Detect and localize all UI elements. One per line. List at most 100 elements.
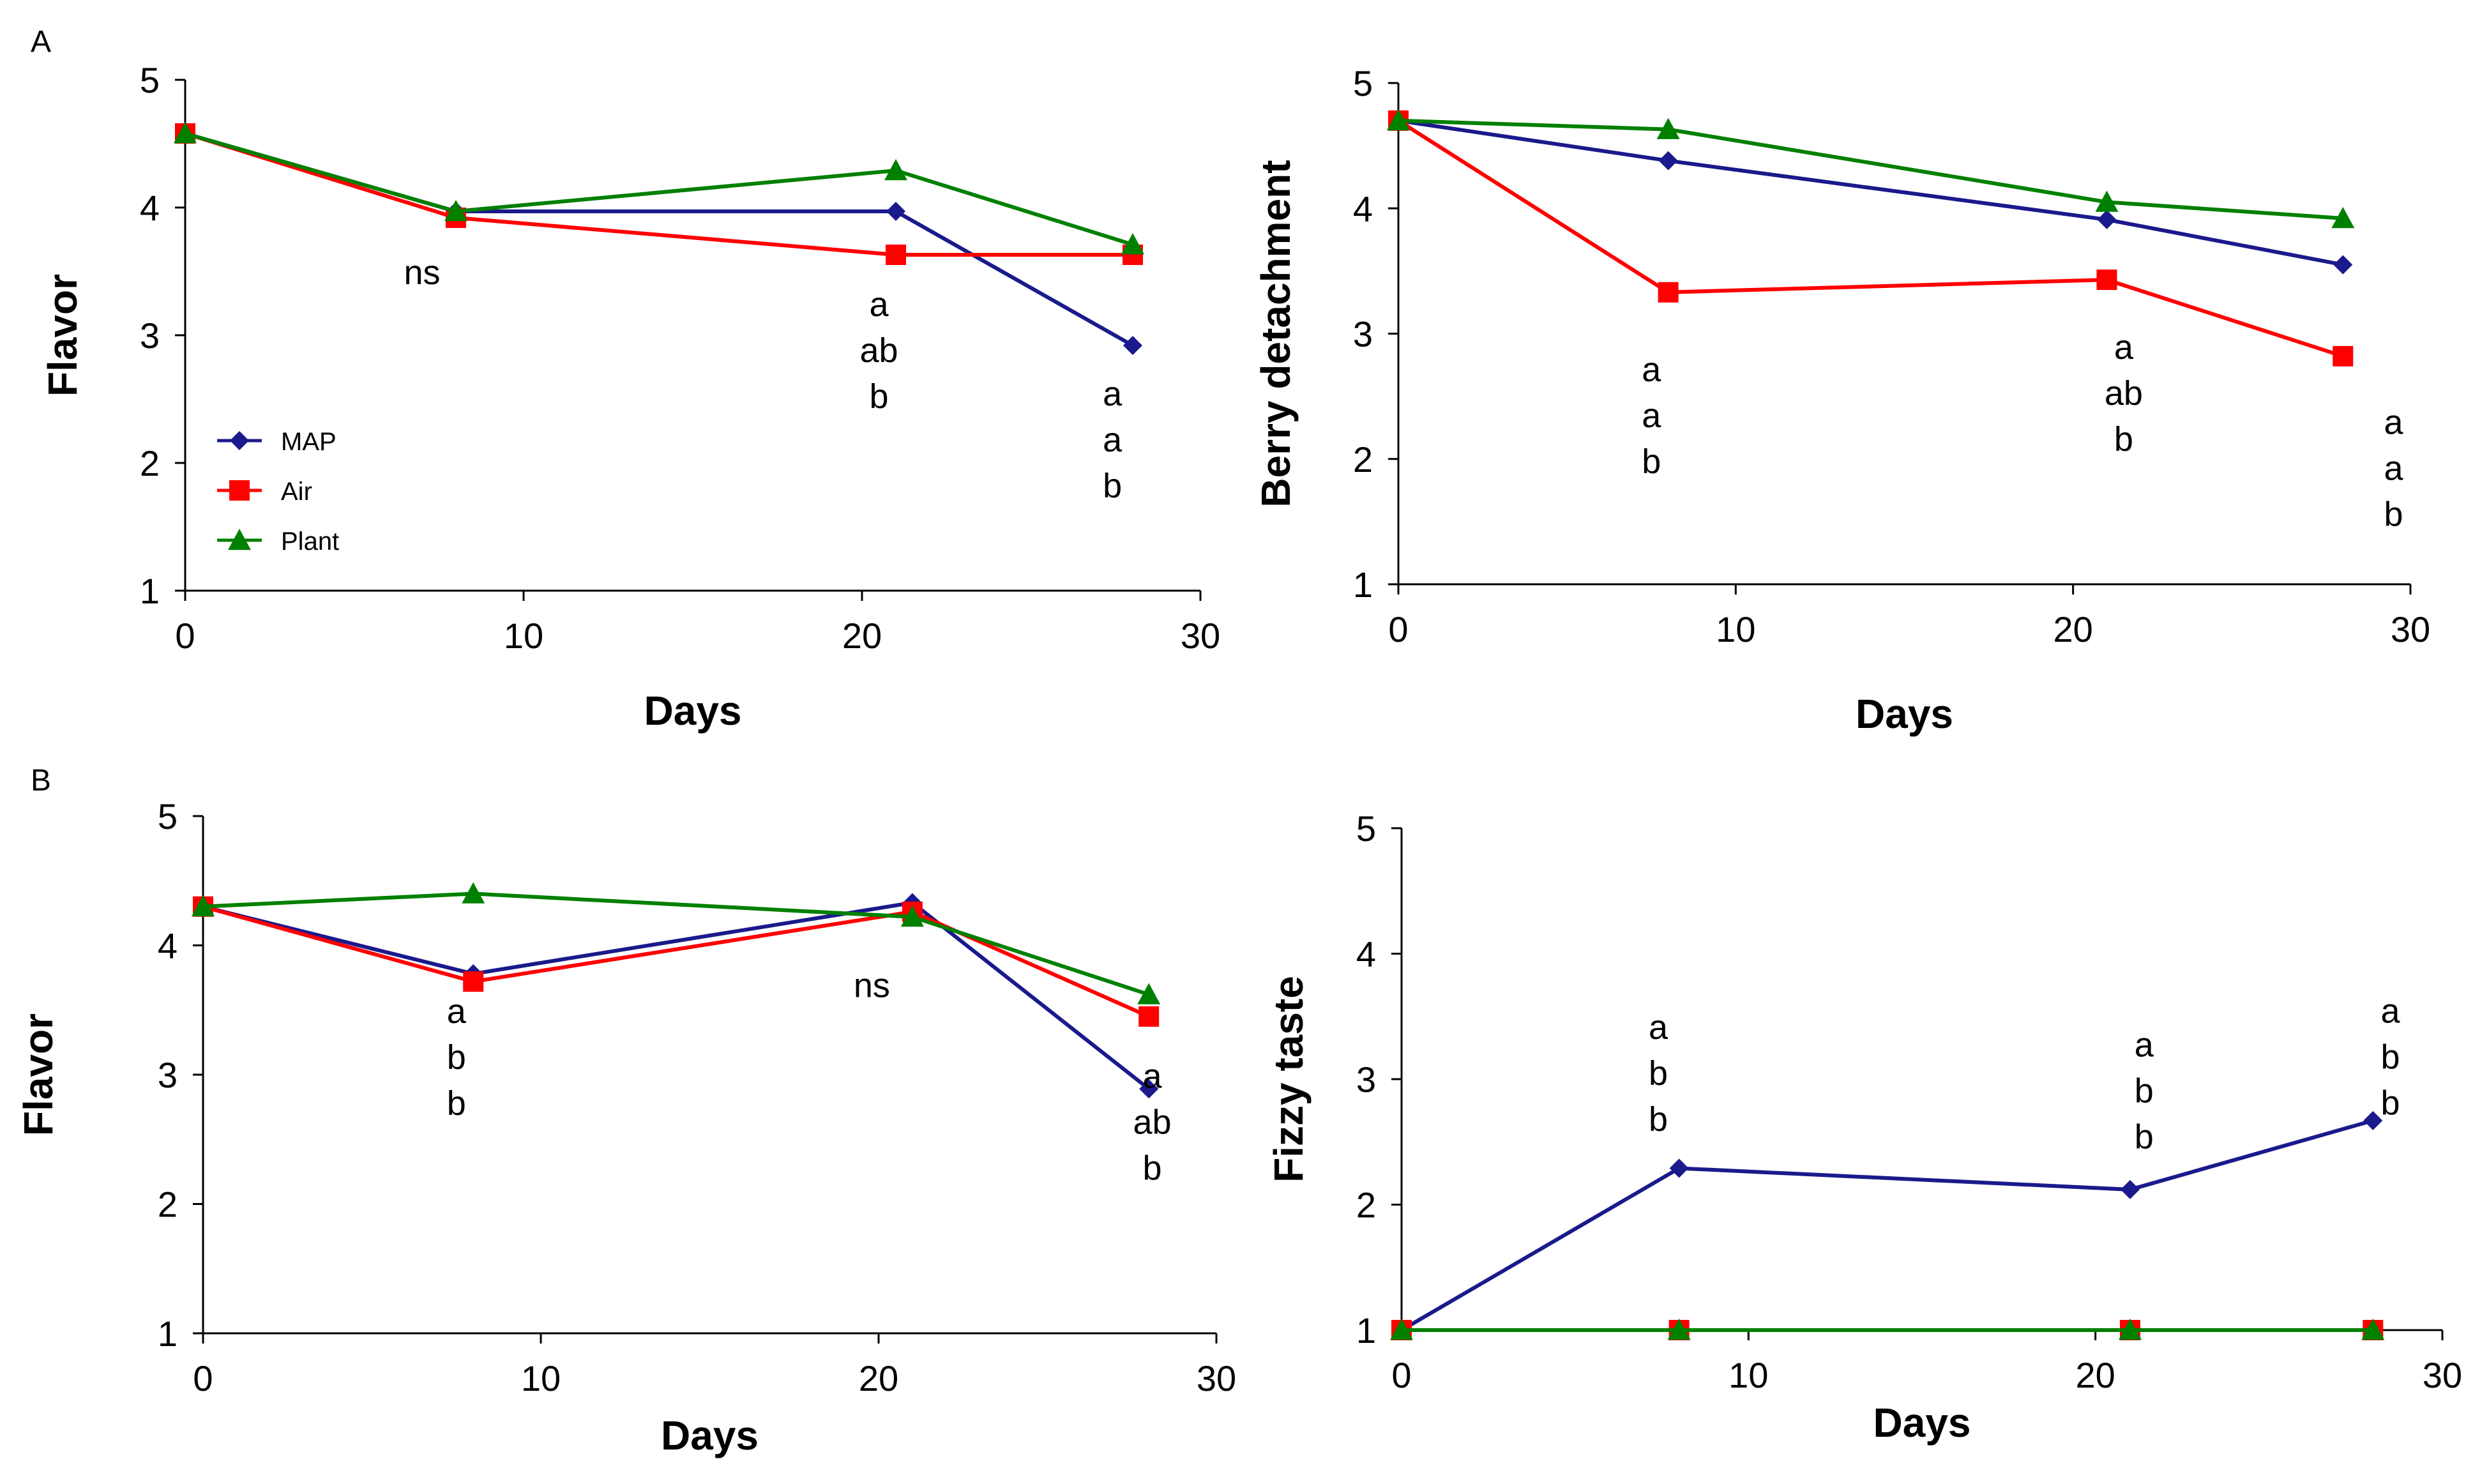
y-tick-label: 4 [140,188,160,228]
series-line-map [202,900,1151,1091]
legend-marker-map [230,431,249,450]
y-axis-label: Flavor [15,1013,61,1136]
legend-marker-plant [228,529,251,550]
y-tick-label: 3 [140,315,160,356]
y-tick-label: 2 [1353,439,1373,480]
significance-letter: a [1103,375,1123,413]
significance-letter: b [1642,443,1661,481]
data-point-map [2097,209,2117,229]
x-tick-label: 30 [2391,609,2430,649]
significance-letter: b [1649,1054,1668,1093]
data-point-plant [2361,1319,2385,1340]
data-point-plant [1121,233,1144,255]
significance-letter: b [2380,1038,2400,1077]
legend-label-air: Air [281,478,312,506]
x-tick-label: 10 [1728,1355,1768,1395]
x-tick-label: 20 [859,1358,898,1398]
data-point-air [2096,269,2117,291]
significance-letter: ns [854,967,890,1005]
series-line-air [202,904,1150,1018]
legend-marker-air [229,480,250,501]
series-line-map [1400,1118,2374,1332]
y-tick-label: 3 [1356,1059,1376,1100]
y-tick-label: 4 [1353,188,1373,229]
significance-letter: a [2135,1026,2154,1064]
significance-letter: a [1142,1057,1162,1095]
x-tick-label: 10 [521,1358,561,1398]
significance-letter: a [1642,351,1661,389]
y-tick-label: 2 [1356,1185,1376,1225]
data-point-plant [2119,1319,2142,1340]
data-point-air [1138,1006,1160,1027]
significance-letter: b [1103,467,1122,505]
series-line-plant [185,132,1133,246]
data-point-plant [900,905,924,927]
significance-letter: ab [859,331,898,370]
significance-letter: a [869,285,889,324]
data-point-plant [174,122,197,144]
y-tick-label: 4 [158,926,178,966]
y-tick-label: 1 [1356,1310,1376,1351]
y-tick-label: 3 [158,1055,178,1095]
data-point-plant [1656,117,1680,139]
data-point-air [886,245,906,265]
x-tick-label: 20 [2053,609,2093,649]
series-line-map [1398,118,2343,267]
x-tick-label: 10 [504,616,543,656]
x-axis-label: Days [1873,1400,1971,1446]
series-line-air [185,132,1133,257]
x-tick-label: 0 [175,616,195,656]
significance-letter: b [2135,1072,2154,1110]
data-point-map [886,202,905,221]
x-tick-label: 20 [2076,1355,2115,1395]
y-tick-label: 1 [140,571,160,611]
data-point-map [1139,1079,1159,1099]
data-point-plant [884,159,907,181]
significance-letter: b [2114,420,2133,458]
significance-letter: a [447,992,467,1031]
y-tick-label: 5 [140,60,160,100]
significance-letter: a [2384,404,2404,442]
significance-letter: a [2384,450,2404,488]
series-line-plant [202,891,1150,997]
data-point-plant [1387,109,1410,131]
significance-letter: a [1649,1008,1668,1047]
x-tick-label: 10 [1716,609,1755,649]
x-axis-label: Days [644,688,742,734]
data-point-plant [2095,190,2119,212]
panel-label-a: A [31,25,52,59]
panel-label-b: B [31,764,52,798]
significance-letter: a [2114,328,2134,367]
data-point-plant [444,200,467,222]
data-point-map [1123,336,1142,355]
y-tick-label: 4 [1356,934,1376,974]
data-point-plant [1667,1319,1691,1340]
data-point-map [1658,151,1678,170]
series-line-map [185,132,1134,347]
x-axis-label: Days [661,1412,759,1458]
legend-label-map: MAP [281,428,337,456]
x-tick-label: 20 [842,616,882,656]
data-point-plant [1137,983,1161,1004]
significance-letter: a [1642,397,1661,435]
y-tick-label: 5 [1353,63,1373,103]
x-axis-label: Days [1856,691,1953,737]
series-line-air [1397,119,2344,358]
significance-letter: b [2384,496,2403,534]
significance-letter: b [2135,1118,2154,1156]
significance-letter: b [869,377,888,416]
y-tick-label: 1 [158,1314,178,1354]
data-point-map [1669,1158,1689,1178]
data-point-air [2333,345,2354,367]
y-tick-label: 5 [1356,808,1376,849]
y-axis-label: Fizzy taste [1266,976,1312,1183]
y-tick-label: 2 [158,1185,178,1225]
y-tick-label: 1 [1353,564,1373,605]
data-point-map [2363,1110,2383,1130]
significance-letter: ab [1133,1103,1171,1141]
x-tick-label: 0 [1391,1355,1411,1395]
data-point-air [1658,282,1679,303]
